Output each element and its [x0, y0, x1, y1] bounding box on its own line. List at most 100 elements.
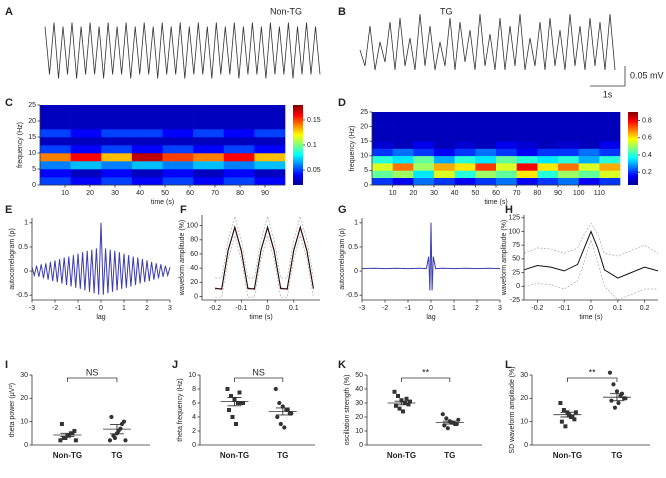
x-axis-label: time (s)	[249, 314, 272, 321]
heatmap-cell	[496, 112, 517, 120]
data-point	[282, 425, 287, 430]
heatmap-cell	[454, 148, 476, 157]
heatmap-cell	[578, 119, 600, 127]
sem-bar	[560, 411, 575, 418]
data-point	[237, 390, 242, 395]
heatmap-cell	[193, 121, 225, 130]
data-point	[456, 417, 461, 422]
heatmap-cell	[475, 177, 497, 186]
heatmap-cell	[162, 137, 194, 146]
heatmap-cell	[101, 153, 133, 162]
heatmap-cell	[599, 141, 621, 149]
y-tick-label: 0.5	[348, 244, 358, 251]
heatmap-cell	[162, 121, 194, 130]
heatmap-cell	[475, 155, 497, 164]
heatmap-cell	[537, 163, 559, 171]
y-tick-label: 0	[359, 442, 363, 449]
heatmap-cell	[131, 153, 163, 162]
panel-letter: L	[505, 359, 512, 371]
heatmap-cell	[558, 141, 579, 149]
heatmap-cell	[162, 105, 194, 114]
heatmap-cell	[70, 145, 102, 154]
panel-title: Non-TG	[270, 6, 302, 16]
significance-label: **	[589, 367, 597, 377]
y-tick-label: -0.5	[16, 292, 28, 299]
heatmap-cell	[558, 112, 579, 120]
heatmap-cell	[578, 133, 600, 142]
x-tick-label: 40	[451, 190, 459, 197]
heatmap-cell	[70, 113, 102, 122]
heatmap-cell	[70, 129, 102, 138]
heatmap-cell	[372, 141, 393, 149]
data-point	[397, 406, 402, 411]
colorbar	[628, 112, 638, 185]
data-point	[444, 416, 449, 421]
colorbar	[293, 105, 303, 185]
heatmap-cell	[131, 169, 163, 178]
heatmap-cell	[372, 163, 393, 171]
data-point	[236, 401, 240, 405]
heatmap-cell	[372, 170, 393, 178]
heatmap-cell	[193, 105, 225, 114]
heatmap-cell	[578, 148, 600, 157]
data-point	[445, 426, 450, 431]
y-axis-label: waveform amplitude (%)	[179, 220, 186, 296]
y-tick-label: 20	[190, 279, 198, 286]
heatmap-cell	[372, 148, 393, 157]
heatmap-cell	[599, 133, 621, 142]
heatmap-cell	[131, 113, 163, 122]
x-tick-label: 3	[498, 305, 502, 312]
x-axis-label: time (s)	[151, 199, 174, 206]
heatmap-cell	[223, 169, 255, 178]
heatmap-cell	[162, 177, 194, 186]
series-line	[523, 238, 658, 301]
heatmap-cell	[254, 105, 286, 114]
y-tick-label: 80	[190, 237, 198, 244]
y-tick-label: 100	[186, 222, 198, 229]
heatmap-cell	[599, 148, 621, 157]
y-tick-label: 0	[24, 442, 28, 449]
x-axis-label: time (s)	[484, 199, 507, 206]
y-tick-label: 0	[24, 268, 28, 275]
heatmap-cell	[578, 170, 600, 178]
x-tick-label: 2	[475, 305, 479, 312]
heatmap-cell	[558, 170, 579, 178]
y-tick-label: 75	[512, 242, 520, 249]
heatmap-cell	[434, 112, 455, 120]
colorbar-tick-label: 0.15	[307, 117, 321, 124]
y-tick-label: 125	[508, 215, 520, 222]
heatmap-cell	[599, 112, 621, 120]
heatmap-cell	[496, 170, 517, 178]
heatmap-cell	[413, 112, 435, 120]
y-tick-label: 20	[28, 118, 36, 125]
x-tick-label: -3	[29, 305, 35, 312]
x-tick-label: 90	[554, 190, 562, 197]
heatmap-cell	[101, 113, 133, 122]
category-label: TG	[444, 451, 455, 460]
heatmap-cell	[537, 119, 559, 127]
y-tick-label: 5	[364, 167, 368, 174]
x-axis-label: lag	[426, 314, 435, 321]
data-point	[408, 399, 412, 404]
significance-bracket	[67, 377, 118, 382]
y-tick-label: 6	[192, 400, 196, 407]
heatmap-cell	[392, 112, 414, 120]
heatmap-cell	[516, 133, 538, 142]
x-tick-label: -1	[75, 305, 81, 312]
scale-bar-x-label: 1s	[603, 89, 613, 99]
x-tick-label: -3	[359, 305, 365, 312]
heatmap-cell	[70, 169, 102, 178]
heatmap-cell	[496, 126, 517, 135]
y-tick-label: 0	[32, 182, 36, 189]
heatmap-cell	[101, 105, 133, 114]
series-line	[215, 215, 314, 279]
heatmap-cell	[537, 112, 559, 120]
heatmap-cell	[558, 148, 579, 157]
heatmap-cell	[454, 119, 476, 127]
heatmap-cell	[516, 141, 538, 149]
heatmap-cell	[578, 141, 600, 149]
x-tick-label: 70	[211, 190, 219, 197]
heatmap-cell	[558, 133, 579, 142]
data-point	[563, 424, 568, 429]
x-tick-label: 1	[452, 305, 456, 312]
